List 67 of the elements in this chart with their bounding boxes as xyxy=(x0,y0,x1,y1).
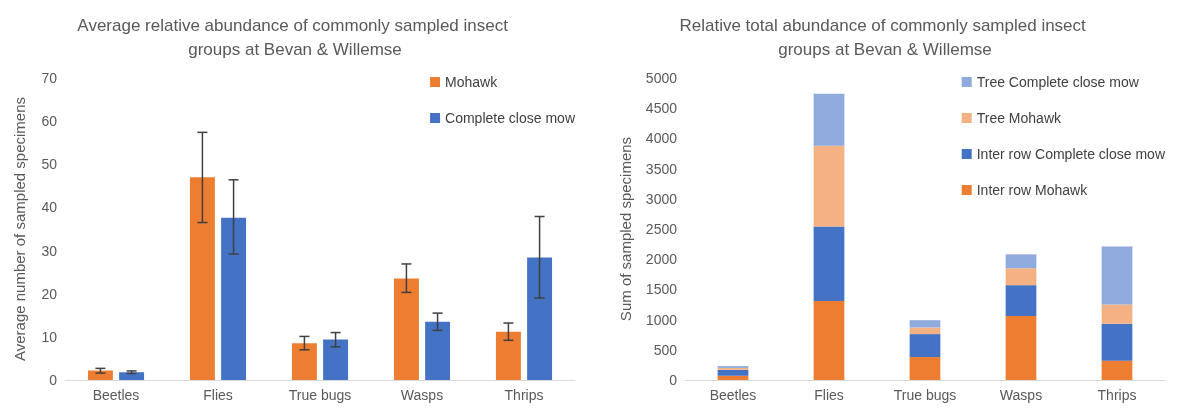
x-tick-label: Thrips xyxy=(504,387,544,403)
bar xyxy=(1101,360,1133,380)
x-tick-label: Flies xyxy=(203,387,233,403)
bar xyxy=(1005,268,1037,286)
bar xyxy=(221,217,247,380)
bar xyxy=(813,93,845,146)
bar xyxy=(1101,323,1133,361)
chart-title: Relative total abundance of commonly sampled insect groups at Bevan & Willemse xyxy=(679,15,1091,59)
y-tick-label: 30 xyxy=(41,242,58,259)
y-tick-label: 70 xyxy=(41,70,58,86)
y-tick-label: 1500 xyxy=(645,281,678,298)
y-tick-label: 4000 xyxy=(645,130,678,147)
bar xyxy=(291,343,317,380)
legend-label: Inter row Mohawk xyxy=(976,182,1089,198)
bar xyxy=(813,226,845,301)
bar xyxy=(909,327,941,335)
chart-title: Average relative abundance of commonly sampled insect groups at Bevan & Willemse xyxy=(77,15,513,59)
bar xyxy=(813,145,845,227)
bar xyxy=(717,375,749,380)
x-tick-label: True bugs xyxy=(288,387,352,403)
bar xyxy=(717,369,749,376)
x-tick-label: Thrips xyxy=(1097,387,1137,403)
y-tick-label: 2000 xyxy=(645,251,678,268)
y-axis-title: Sum of sampled specimens xyxy=(617,136,634,322)
x-tick-label: Wasps xyxy=(999,387,1043,403)
y-tick-label: 5000 xyxy=(645,70,678,86)
y-tick-label: 3500 xyxy=(645,160,678,177)
bar xyxy=(1101,304,1133,324)
bar xyxy=(119,372,145,380)
y-tick-label: 1000 xyxy=(645,311,678,328)
legend-label: Tree Complete close mow xyxy=(976,74,1140,90)
legend-label: Complete close mow xyxy=(445,110,576,126)
y-tick-label: 3000 xyxy=(645,190,678,207)
bar xyxy=(393,278,419,380)
bar xyxy=(1101,246,1133,305)
y-tick-label: 500 xyxy=(653,341,678,358)
y-tick-label: 0 xyxy=(49,372,58,388)
y-tick-label: 50 xyxy=(41,156,58,173)
bar xyxy=(87,370,113,380)
y-tick-label: 2500 xyxy=(645,221,678,237)
bar xyxy=(909,320,941,328)
x-tick-label: Beetles xyxy=(709,387,757,403)
y-tick-label: 40 xyxy=(41,199,58,216)
bar xyxy=(425,321,451,380)
y-tick-label: 20 xyxy=(41,285,58,302)
bar xyxy=(1005,254,1037,269)
y-tick-label: 0 xyxy=(669,372,678,388)
legend-label: Tree Mohawk xyxy=(976,110,1062,126)
y-tick-label: 4500 xyxy=(645,100,678,117)
y-tick-label: 60 xyxy=(41,113,58,130)
x-tick-label: Beetles xyxy=(92,387,140,403)
bar xyxy=(527,257,553,380)
x-tick-label: True bugs xyxy=(893,387,957,403)
bar xyxy=(495,331,521,380)
bar xyxy=(323,339,349,380)
legend-label: Mohawk xyxy=(445,74,499,90)
bar xyxy=(813,300,845,380)
bar xyxy=(1005,285,1037,316)
bar xyxy=(189,177,215,380)
y-axis-title: Average number of sampled specimens xyxy=(11,96,28,362)
x-tick-label: Flies xyxy=(814,387,844,403)
bar xyxy=(909,357,941,380)
bar xyxy=(909,334,941,358)
y-tick-label: 10 xyxy=(41,328,58,345)
x-tick-label: Wasps xyxy=(400,387,444,403)
bar xyxy=(1005,315,1037,380)
legend-label: Inter row Complete close mow xyxy=(976,146,1166,162)
